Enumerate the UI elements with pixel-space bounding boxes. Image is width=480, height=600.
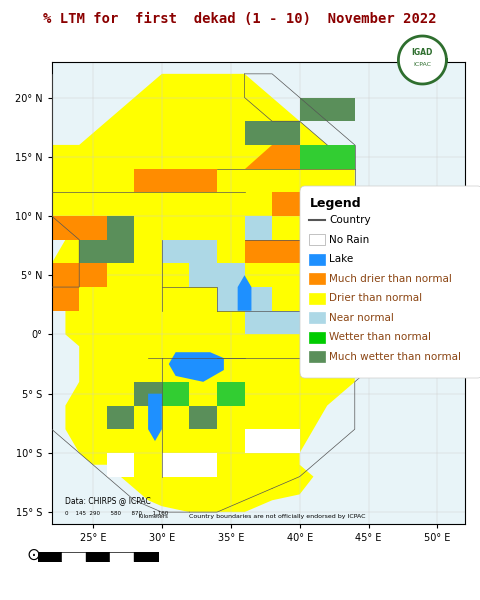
Polygon shape — [300, 98, 355, 121]
Polygon shape — [244, 429, 300, 453]
Polygon shape — [190, 263, 244, 287]
Text: Country boundaries are not officially endorsed by ICPAC: Country boundaries are not officially en… — [190, 514, 366, 519]
Polygon shape — [107, 216, 134, 239]
Polygon shape — [398, 36, 446, 84]
Text: Drier than normal: Drier than normal — [329, 293, 422, 304]
Polygon shape — [383, 287, 437, 311]
Polygon shape — [148, 394, 162, 441]
Polygon shape — [162, 453, 217, 476]
Polygon shape — [300, 192, 437, 239]
Text: ⊙: ⊙ — [27, 546, 40, 564]
Polygon shape — [272, 311, 355, 334]
Polygon shape — [272, 192, 355, 216]
Text: Legend: Legend — [310, 197, 361, 210]
Polygon shape — [244, 145, 327, 169]
Polygon shape — [52, 287, 79, 311]
Text: Data: CHIRPS @ ICPAC: Data: CHIRPS @ ICPAC — [65, 496, 151, 505]
Polygon shape — [244, 239, 355, 263]
Text: Much drier than normal: Much drier than normal — [329, 274, 452, 284]
Polygon shape — [355, 263, 410, 287]
Polygon shape — [327, 239, 437, 287]
Text: Lake: Lake — [329, 254, 354, 265]
Text: No Rain: No Rain — [329, 235, 370, 245]
Polygon shape — [169, 352, 224, 382]
Polygon shape — [162, 382, 190, 406]
Polygon shape — [190, 406, 217, 429]
Polygon shape — [300, 334, 355, 358]
Text: IGAD: IGAD — [412, 48, 433, 57]
Polygon shape — [162, 239, 217, 263]
Polygon shape — [217, 287, 272, 311]
Text: Country: Country — [329, 215, 371, 226]
Polygon shape — [244, 216, 272, 239]
Polygon shape — [52, 263, 107, 287]
Text: ICPAC: ICPAC — [413, 62, 432, 67]
Polygon shape — [238, 275, 252, 311]
Text: 0    145  290      580      870      1,160: 0 145 290 580 870 1,160 — [65, 511, 168, 515]
Polygon shape — [244, 121, 300, 145]
Text: Kilometers: Kilometers — [65, 514, 168, 519]
Polygon shape — [134, 169, 217, 192]
Polygon shape — [52, 216, 107, 239]
Text: % LTM for  first  dekad (1 - 10)  November 2022: % LTM for first dekad (1 - 10) November … — [43, 12, 437, 26]
Text: Wetter than normal: Wetter than normal — [329, 332, 432, 343]
Polygon shape — [107, 406, 134, 429]
Polygon shape — [300, 145, 355, 169]
Polygon shape — [217, 382, 244, 406]
Polygon shape — [107, 453, 134, 476]
Polygon shape — [79, 239, 134, 263]
Polygon shape — [134, 382, 162, 406]
Polygon shape — [244, 311, 300, 334]
Polygon shape — [52, 74, 437, 512]
Text: Near normal: Near normal — [329, 313, 394, 323]
Text: Much wetter than normal: Much wetter than normal — [329, 352, 461, 362]
